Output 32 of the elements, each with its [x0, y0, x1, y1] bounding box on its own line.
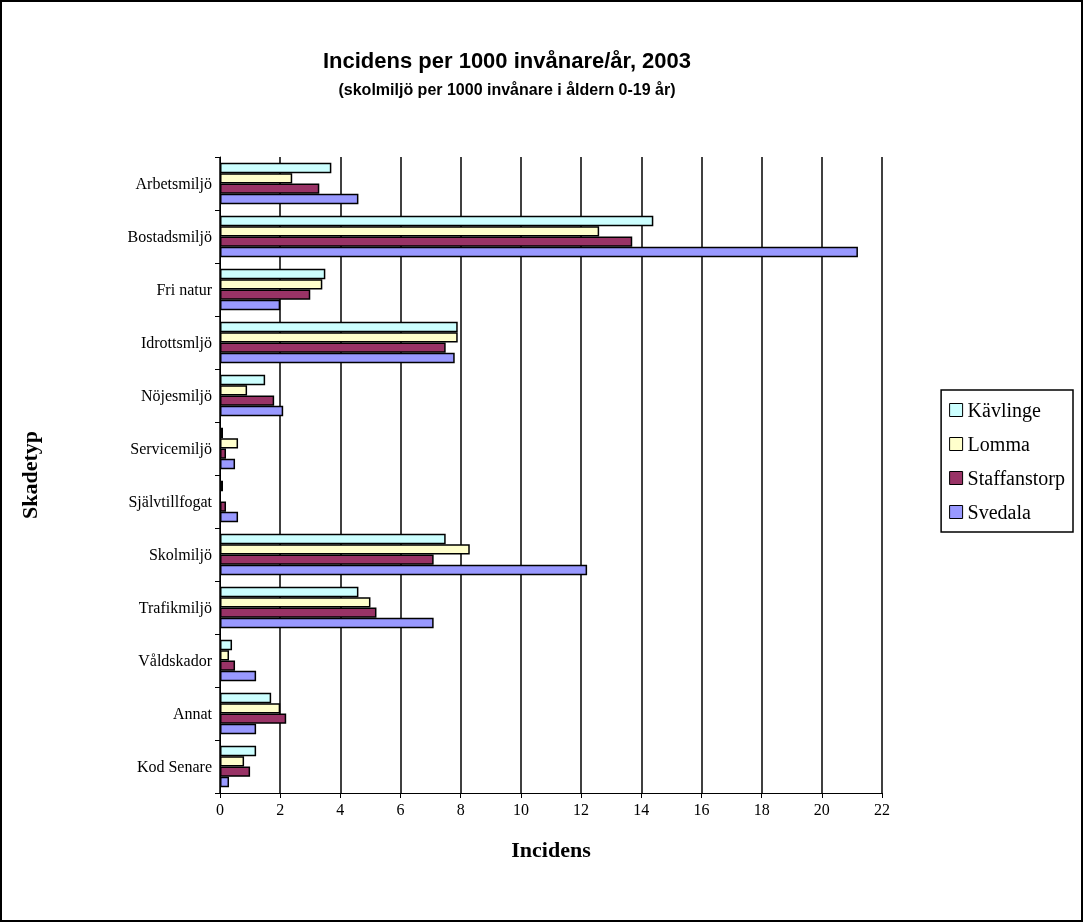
- x-tick-label: 8: [456, 800, 465, 818]
- y-tick-label: Arbetsmiljö: [135, 175, 212, 193]
- y-tick-label: Våldskador: [138, 652, 213, 669]
- x-tick-label: 6: [396, 800, 405, 818]
- x-tick-label: 0: [216, 800, 224, 818]
- y-tick-label: Idrottsmljö: [140, 334, 212, 352]
- y-tick-label: Annat: [172, 705, 213, 722]
- legend-label: Lomma: [967, 433, 1030, 455]
- legend-label: Kävlinge: [967, 399, 1042, 422]
- x-tick-label: 14: [633, 800, 650, 818]
- y-tick-label: Nöjesmiljö: [140, 387, 212, 405]
- x-tick-label: 20: [813, 800, 830, 818]
- y-tick-label: Självtillfogat: [128, 493, 213, 511]
- chart-title: Incidens per 1000 invånare/år, 2003: [322, 47, 692, 73]
- x-tick-label: 22: [874, 800, 890, 818]
- x-tick-label: 2: [276, 800, 285, 818]
- y-tick-label: Fri natur: [156, 281, 213, 298]
- x-tick-label: 4: [336, 800, 345, 818]
- x-tick-label: 18: [753, 800, 770, 818]
- legend-label: Staffanstorp: [967, 467, 1066, 490]
- y-axis-title: Skadetyp: [16, 430, 42, 520]
- x-axis-title: Incidens: [511, 836, 592, 862]
- x-tick-label: 12: [573, 800, 590, 818]
- y-tick-label: Kod Senare: [136, 758, 212, 775]
- x-tick-label: 16: [693, 800, 710, 818]
- chart-subtitle: (skolmiljö per 1000 invånare i åldern 0-19 år): [338, 80, 676, 98]
- y-tick-label: Skolmiljö: [148, 546, 212, 564]
- y-tick-label: Trafikmiljö: [138, 599, 212, 617]
- x-tick-label: 10: [512, 800, 529, 818]
- y-tick-label: Servicemiljö: [130, 440, 212, 458]
- y-tick-label: Bostadsmiljö: [127, 228, 212, 246]
- legend-label: Svedala: [967, 501, 1032, 523]
